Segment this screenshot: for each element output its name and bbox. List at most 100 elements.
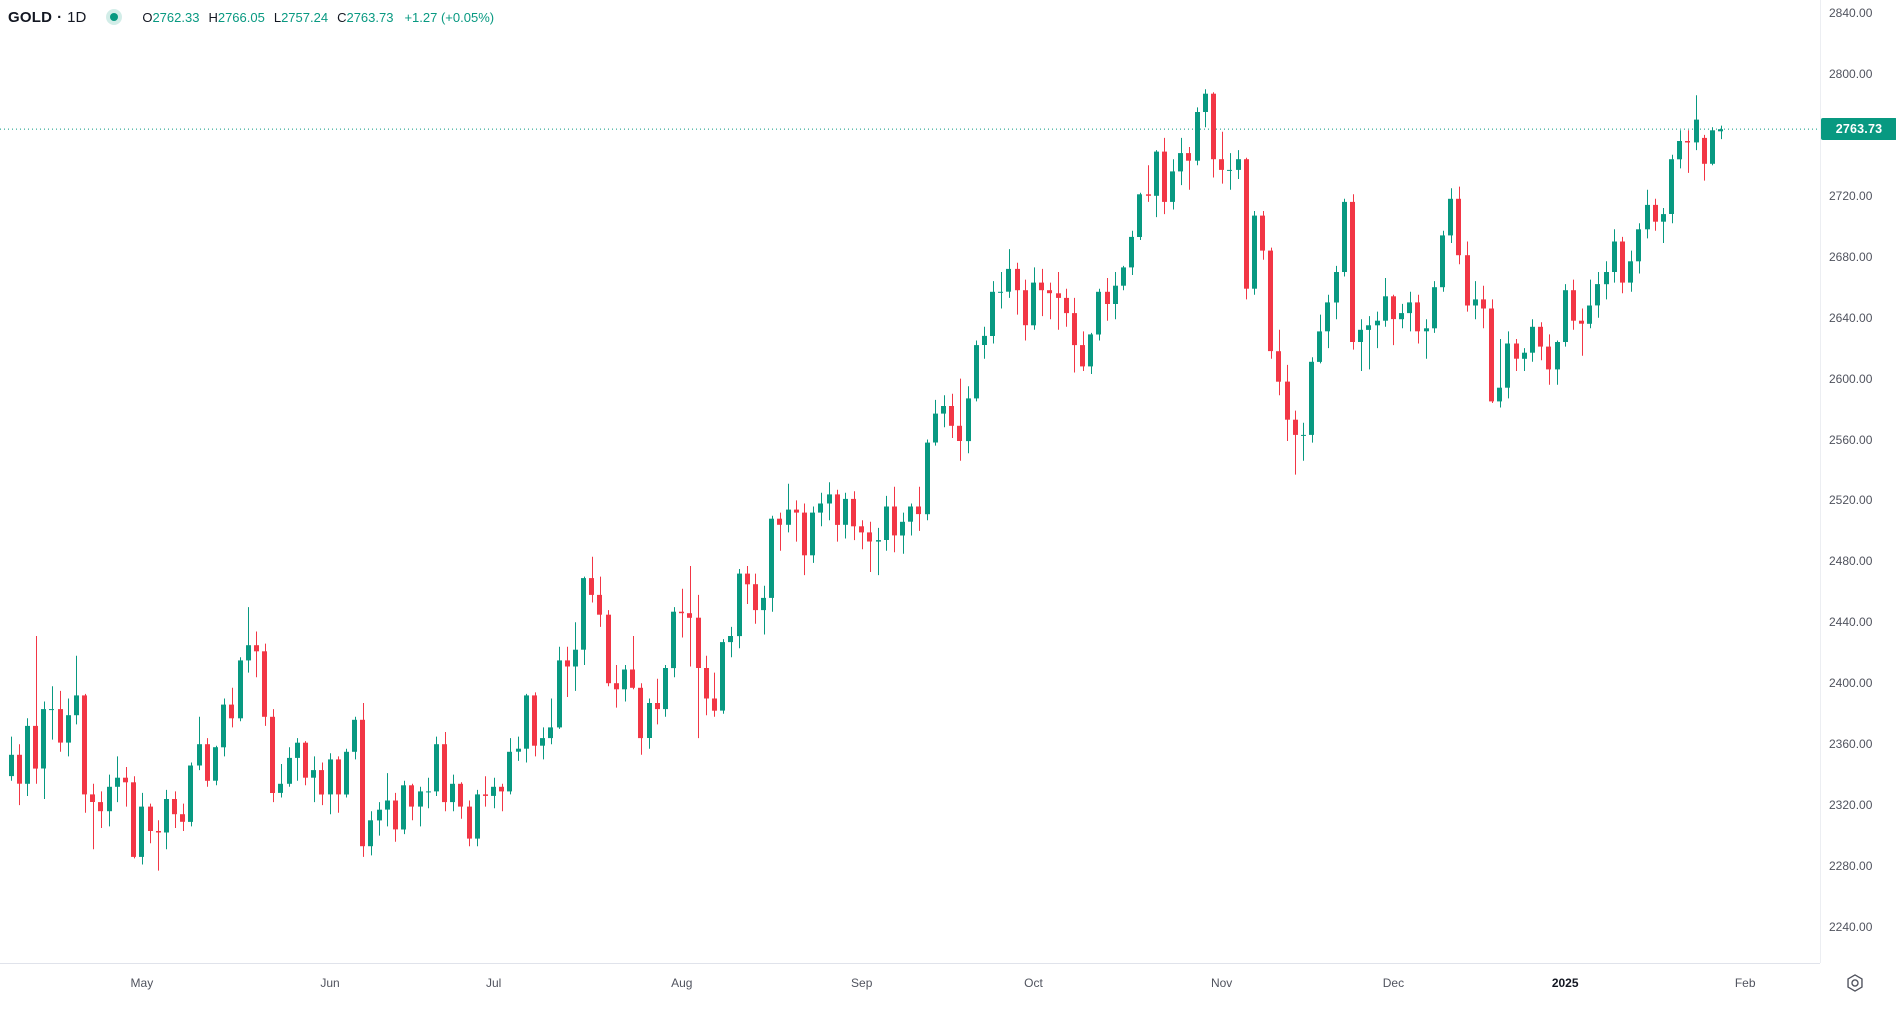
candle-up [1154, 151, 1159, 196]
candle-up [1628, 261, 1633, 283]
candle-up [368, 820, 373, 847]
candle-down [777, 518, 782, 525]
candle-down [1023, 290, 1028, 326]
candle-up [1694, 119, 1699, 143]
candle-up [1595, 284, 1600, 306]
candle-up [1587, 305, 1592, 324]
price-axis-label: 2520.00 [1829, 493, 1873, 508]
price-axis-label: 2680.00 [1829, 249, 1873, 264]
candle-down [82, 695, 87, 795]
candle-up [115, 777, 120, 787]
market-status-icon[interactable] [106, 9, 123, 25]
candle-up [1530, 326, 1535, 353]
candle-down [1293, 419, 1298, 435]
candle-down [614, 683, 619, 690]
candle-up [998, 291, 1003, 293]
time-axis-label: May [130, 976, 154, 990]
candle-down [1538, 326, 1543, 347]
candle-down [17, 754, 22, 784]
price-axis-label: 2800.00 [1829, 66, 1873, 81]
candle-up [876, 540, 881, 542]
candle-up [1178, 153, 1183, 172]
timeframe-label: 1D [67, 8, 87, 26]
candle-up [1448, 198, 1453, 236]
timezone-settings-gear-icon[interactable] [1844, 972, 1866, 994]
candle-up [507, 751, 512, 792]
price-axis[interactable]: 2763.73 2840.00 2800.00 2720.00 2680.00 2640… [1820, 0, 1896, 963]
chart-legend: GOLD · 1D O2762.33 H2766.05 L2757.24 C27… [8, 6, 494, 28]
candle-up [1137, 194, 1142, 237]
candle-up [1088, 334, 1093, 367]
candle-up [1203, 93, 1208, 112]
candlestick-plot[interactable] [0, 0, 1820, 963]
candle-up [1555, 342, 1560, 370]
candle-up [1129, 236, 1134, 268]
time-axis-label: Oct [1024, 976, 1043, 990]
candle-up [647, 703, 652, 738]
candle-up [164, 799, 169, 833]
time-axis[interactable]: May Jun Jul Aug Sep Oct Nov Dec 2025 Feb [0, 963, 1820, 1012]
candle-up [884, 506, 889, 540]
low-value: 2757.24 [281, 9, 329, 25]
candle-up [49, 709, 54, 711]
close-label: C [337, 9, 347, 25]
price-axis-label: 2320.00 [1829, 798, 1873, 813]
price-axis-label: 2840.00 [1829, 5, 1873, 20]
candle-up [1325, 302, 1330, 332]
candle-down [638, 687, 643, 739]
candle-down [630, 669, 635, 688]
symbol-name: GOLD [8, 8, 53, 26]
candle-up [1432, 287, 1437, 329]
candle-down [1186, 153, 1191, 161]
candle-up [139, 806, 144, 857]
candle-down [1481, 299, 1486, 309]
time-axis-label: Nov [1210, 976, 1233, 990]
candle-up [1612, 241, 1617, 272]
candle-down [1456, 198, 1461, 256]
candle-down [949, 406, 954, 426]
candle-up [1522, 352, 1527, 359]
candle-up [573, 649, 578, 667]
price-axis-label: 2560.00 [1829, 432, 1873, 447]
candle-up [1383, 296, 1388, 321]
candle-up [328, 759, 333, 795]
candle-up [818, 503, 823, 513]
candle-down [360, 719, 365, 847]
candle-up [344, 751, 349, 795]
candle-up [1252, 215, 1257, 289]
candle-down [467, 806, 472, 839]
price-axis-label: 2280.00 [1829, 859, 1873, 874]
high-label: H [208, 9, 218, 25]
candle-up [671, 611, 676, 669]
last-price-badge: 2763.73 [1821, 118, 1896, 141]
candle-up [41, 709, 46, 769]
candle-down [1571, 290, 1576, 321]
candle-up [516, 748, 521, 752]
candle-down [205, 744, 210, 781]
candle-up [377, 809, 382, 821]
candle-down [131, 782, 136, 857]
candle-up [25, 725, 30, 784]
candle-down [1064, 297, 1069, 314]
price-axis-label: 2400.00 [1829, 676, 1873, 691]
candle-up [1301, 434, 1306, 436]
candle-down [58, 709, 63, 743]
candle-up [663, 668, 668, 710]
candle-up [1121, 267, 1126, 286]
candle-up [1309, 361, 1314, 435]
candle-up [1096, 291, 1101, 335]
close-value: 2763.73 [346, 9, 394, 25]
candle-down [270, 716, 275, 793]
candle-down [1276, 351, 1281, 382]
candle-up [548, 727, 553, 739]
time-axis-label: Feb [1734, 976, 1756, 990]
last-price-value: 2763.73 [1835, 122, 1883, 137]
candle-down [704, 668, 709, 699]
price-axis-label: 2360.00 [1829, 737, 1873, 752]
candle-up [1031, 282, 1036, 326]
price-axis-label: 2600.00 [1829, 371, 1873, 386]
symbol-title[interactable]: GOLD · 1D [8, 9, 86, 26]
candle-up [1424, 328, 1429, 332]
candle-up [974, 345, 979, 399]
candle-up [287, 757, 292, 784]
